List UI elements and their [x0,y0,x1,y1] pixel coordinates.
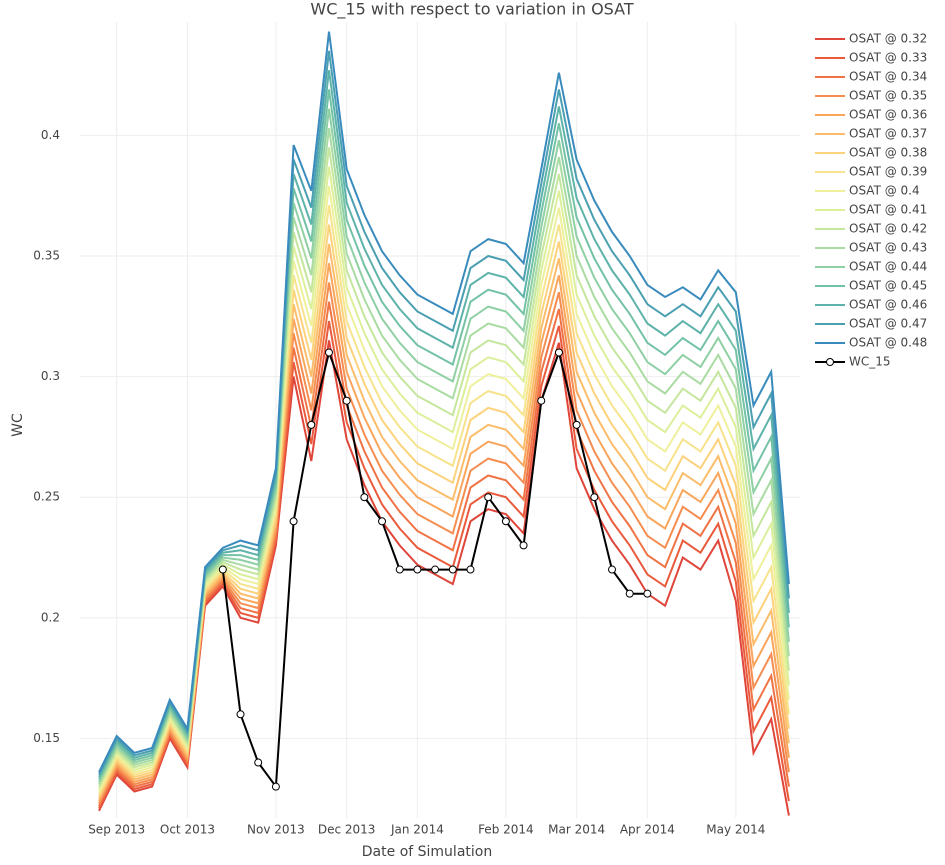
legend-label: OSAT @ 0.38 [849,146,927,160]
data-point [554,348,563,357]
legend-label: OSAT @ 0.43 [849,241,927,255]
chart-title: WC_15 with respect to variation in OSAT [310,0,633,20]
series-line [98,320,790,809]
legend-label: OSAT @ 0.47 [849,317,927,331]
x-tick-label: Sep 2013 [88,823,145,837]
x-tick-label: Feb 2014 [478,823,534,837]
y-tick-label: 0.15 [33,731,60,745]
series-line [98,50,790,776]
legend-label: OSAT @ 0.48 [849,336,927,350]
legend-label: OSAT @ 0.39 [849,165,927,179]
series-line [98,263,790,802]
legend-marker [826,358,834,366]
series-line [98,243,790,800]
grid [80,22,800,818]
legend-label: OSAT @ 0.46 [849,298,927,312]
data-point [324,348,333,357]
legend-label: OSAT @ 0.32 [849,32,927,46]
data-point [519,541,528,550]
series-line [98,282,790,804]
series-line [98,127,790,785]
y-tick-label: 0.4 [41,128,60,142]
x-tick-label: Oct 2013 [160,823,215,837]
series-line [98,340,790,816]
data-point [466,565,475,574]
data-point [271,782,280,791]
data-point [572,420,581,429]
data-point [484,493,493,502]
legend-label: OSAT @ 0.33 [849,51,927,65]
data-point [395,565,404,574]
series-line [98,166,790,790]
legend: OSAT @ 0.32 OSAT @ 0.33 OSAT @ 0.34 OSAT @ … [815,32,927,369]
x-tick-label: Jan 2014 [390,823,444,837]
data-point [537,396,546,405]
legend-label: OSAT @ 0.45 [849,279,927,293]
legend-label: OSAT @ 0.44 [849,260,927,274]
data-point [218,565,227,574]
y-tick-label: 0.3 [41,369,60,383]
legend-label: OSAT @ 0.37 [849,127,927,141]
y-tick-label: 0.25 [33,490,60,504]
series-line [98,89,790,780]
data-point [254,758,263,767]
series-line [98,147,790,788]
legend-label: OSAT @ 0.35 [849,89,927,103]
series-line [98,185,790,792]
plot-area [98,31,790,816]
legend-label: OSAT @ 0.34 [849,70,927,84]
data-point [360,493,369,502]
y-tick-label: 0.2 [41,610,60,624]
series-line [98,108,790,783]
data-point [501,517,510,526]
legend-label: WC_15 [849,355,891,369]
legend-label: OSAT @ 0.36 [849,108,927,122]
y-axis-title: WC [10,413,26,437]
x-tick-label: May 2014 [706,823,765,837]
series-line [98,224,790,797]
data-point [307,420,316,429]
series-line [98,205,790,795]
data-point [608,565,617,574]
data-point [625,589,634,598]
series-line [98,31,790,773]
data-point [643,589,652,598]
data-point [590,493,599,502]
x-axis-title: Date of Simulation [362,844,492,860]
data-point [448,565,457,574]
data-point [342,396,351,405]
series-line [98,301,790,807]
x-tick-label: Apr 2014 [620,823,675,837]
legend-label: OSAT @ 0.42 [849,222,927,236]
x-tick-label: Nov 2013 [247,823,305,837]
data-point [378,517,387,526]
legend-label: OSAT @ 0.4 [849,184,920,198]
data-point [236,710,245,719]
legend-label: OSAT @ 0.41 [849,203,927,217]
x-tick-label: Dec 2013 [318,823,376,837]
series-line [98,70,790,778]
data-point [289,517,298,526]
data-point [413,565,422,574]
data-point [431,565,440,574]
x-tick-label: Mar 2014 [548,823,605,837]
y-tick-label: 0.35 [33,248,60,262]
